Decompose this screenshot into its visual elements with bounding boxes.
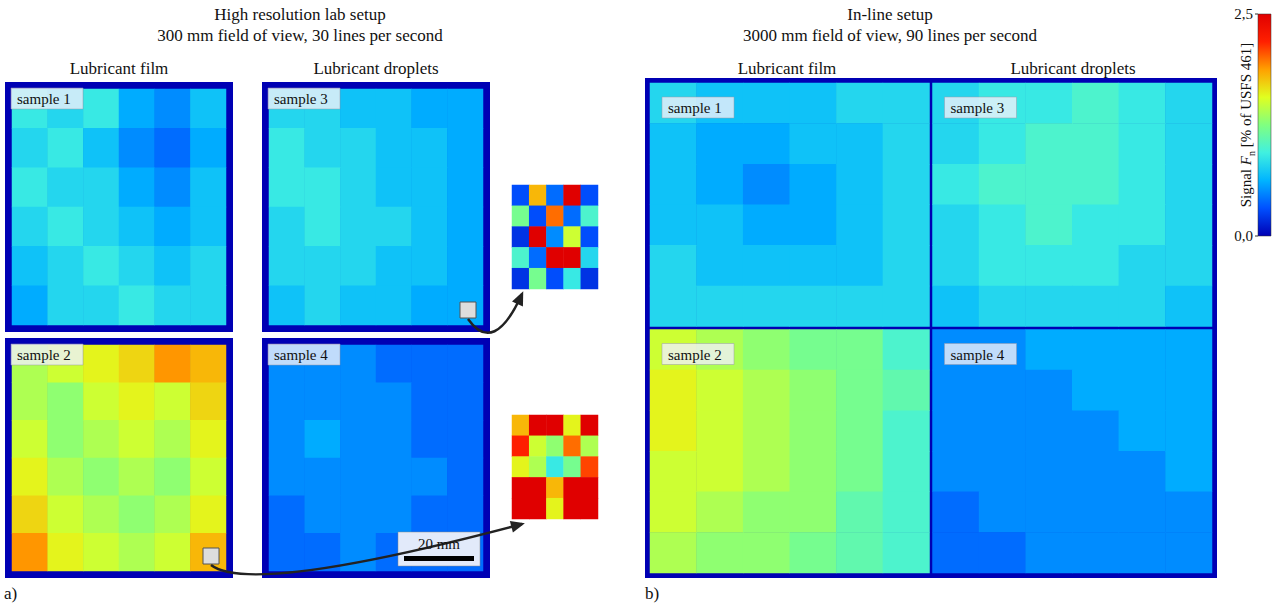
svg-text:In-line setup: In-line setup — [847, 5, 932, 24]
svg-text:Lubricant droplets: Lubricant droplets — [313, 59, 438, 78]
svg-text:Lubricant film: Lubricant film — [70, 59, 169, 78]
svg-text:Signal: Signal — [1238, 165, 1254, 207]
svg-text:sample 4: sample 4 — [951, 347, 1005, 363]
svg-text:2,5: 2,5 — [1234, 6, 1253, 22]
svg-text:[% of USFS 461]: [% of USFS 461] — [1238, 43, 1254, 151]
svg-text:sample 1: sample 1 — [668, 100, 722, 116]
svg-text:Lubricant film: Lubricant film — [738, 59, 837, 78]
svg-text:0,0: 0,0 — [1234, 228, 1253, 244]
svg-text:3000 mm field of view, 90 line: 3000 mm field of view, 90 lines per seco… — [743, 26, 1037, 45]
svg-text:sample 4: sample 4 — [274, 347, 328, 363]
svg-text:a): a) — [4, 584, 17, 603]
svg-text:sample 3: sample 3 — [951, 100, 1005, 116]
svg-text:b): b) — [645, 584, 659, 603]
svg-text:sample 3: sample 3 — [274, 91, 328, 107]
svg-text:sample 2: sample 2 — [668, 347, 722, 363]
svg-text:n: n — [1245, 151, 1257, 156]
svg-text:F: F — [1238, 156, 1254, 166]
svg-text:High resolution lab setup: High resolution lab setup — [214, 5, 385, 24]
svg-text:300 mm field of view, 30 lines: 300 mm field of view, 30 lines per secon… — [157, 26, 443, 45]
svg-text:sample 1: sample 1 — [17, 91, 71, 107]
svg-text:20 mm: 20 mm — [418, 536, 460, 552]
svg-text:Lubricant droplets: Lubricant droplets — [1010, 59, 1135, 78]
svg-text:sample 2: sample 2 — [17, 347, 71, 363]
